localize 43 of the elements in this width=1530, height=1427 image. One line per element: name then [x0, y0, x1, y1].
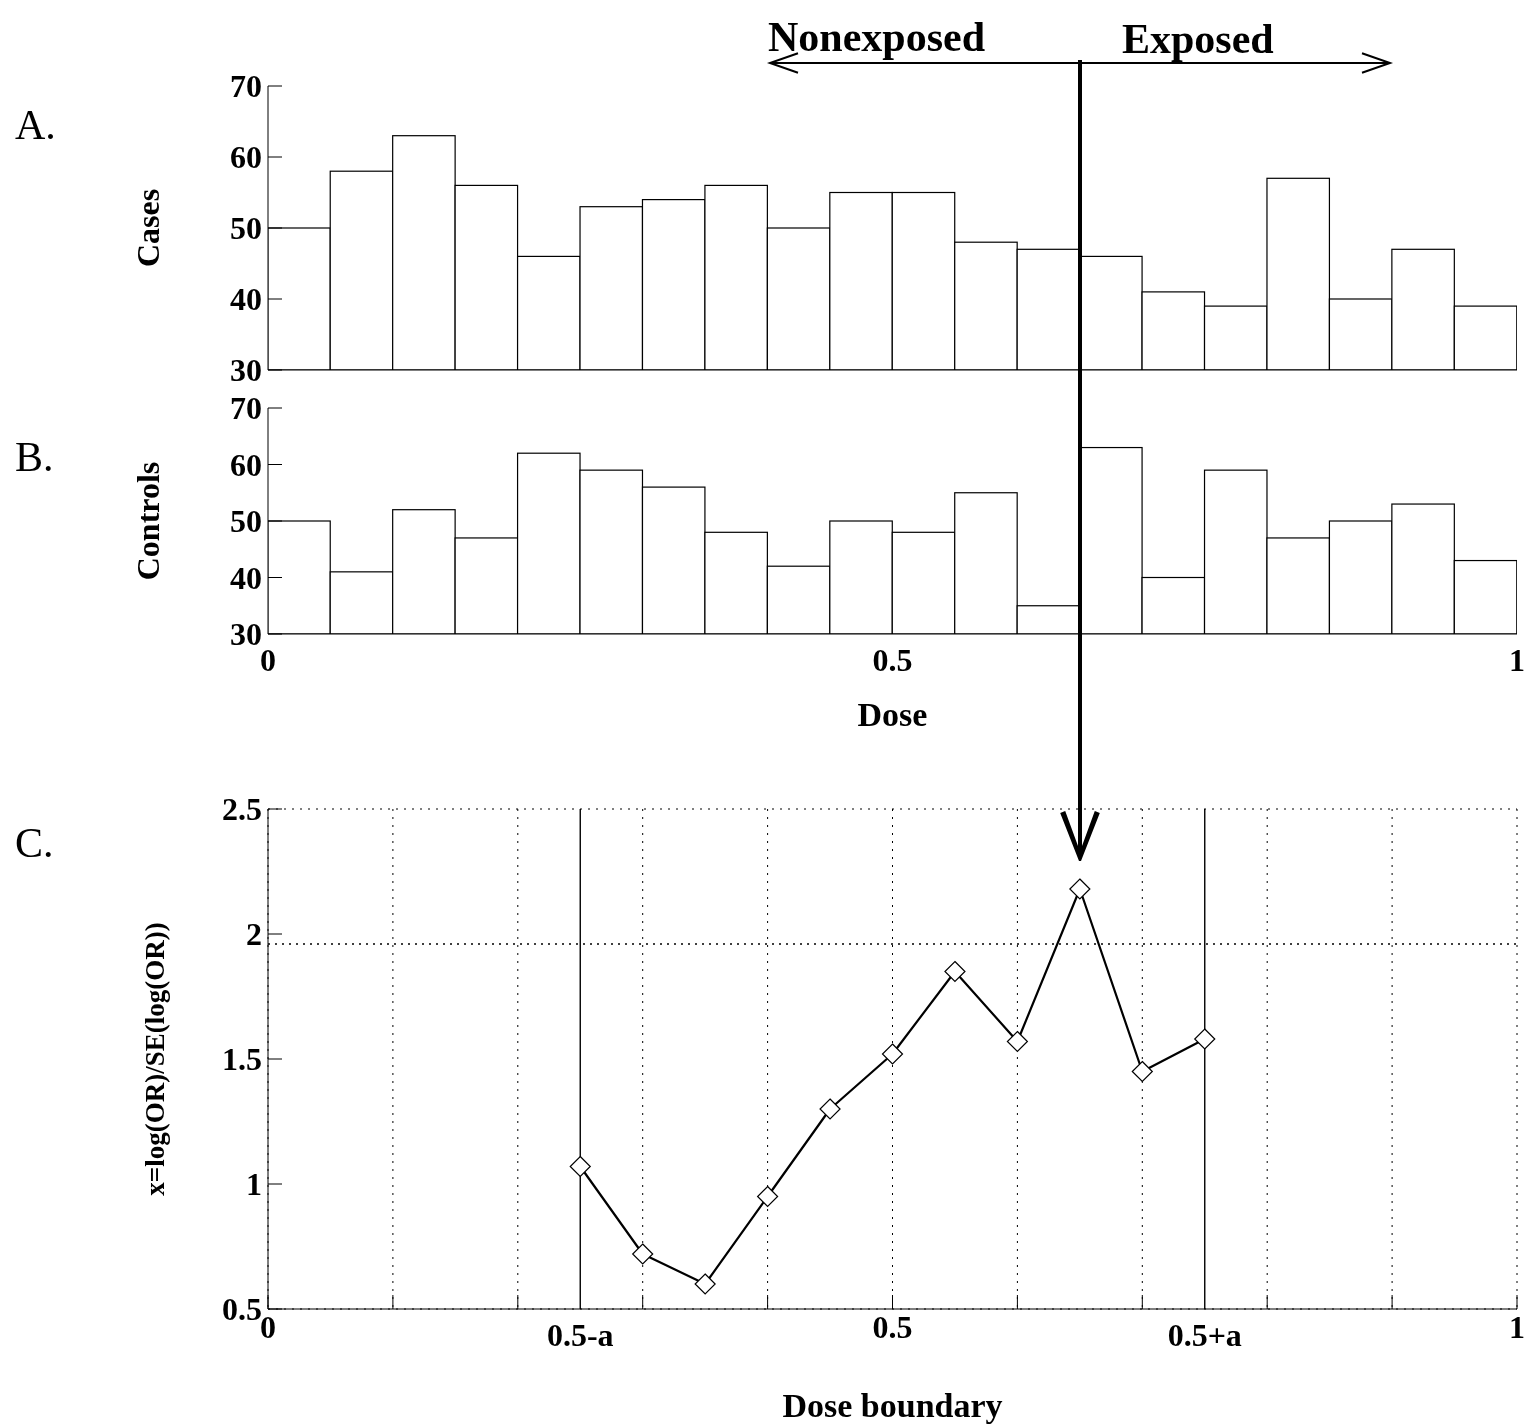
- point: [757, 1185, 779, 1208]
- x-tick-label: 1: [1509, 641, 1525, 678]
- y-tick-label: 2: [246, 916, 262, 953]
- y-tick-label: 1: [246, 1166, 262, 1203]
- y-tick-label: 60: [230, 446, 262, 483]
- point: [1006, 1030, 1028, 1053]
- point: [569, 1155, 591, 1178]
- y-tick-label: 30: [230, 616, 262, 653]
- ref-line-label: 0.5-a: [546, 1316, 614, 1353]
- point: [1131, 1060, 1153, 1083]
- point: [632, 1243, 654, 1265]
- point: [819, 1098, 841, 1120]
- y-tick-label: 40: [230, 281, 262, 318]
- point: [694, 1273, 716, 1295]
- point: [1194, 1028, 1216, 1050]
- y-axis-title: Cases: [130, 188, 166, 268]
- text: C.: [15, 819, 54, 868]
- y-tick-label: 50: [230, 503, 262, 540]
- text: Exposed: [1122, 15, 1274, 64]
- text: B.: [15, 433, 54, 482]
- y-tick-label: 60: [230, 139, 262, 176]
- text: A.: [15, 101, 56, 150]
- y-tick-label: 70: [230, 390, 262, 427]
- text: Nonexposed: [768, 13, 986, 62]
- y-axis-title: Controls: [130, 461, 166, 581]
- x-tick-label: 0: [260, 1308, 276, 1345]
- y-tick-label: 50: [230, 210, 262, 247]
- x-tick-label: 0: [260, 641, 276, 678]
- y-axis-title: x=log(OR)/SE(log(OR)): [139, 921, 171, 1198]
- x-tick-label: 0.5: [872, 1308, 913, 1345]
- x-tick-label: 1: [1509, 1308, 1525, 1345]
- point: [881, 1043, 904, 1065]
- ref-line-label: 0.5+a: [1167, 1316, 1242, 1353]
- y-tick-label: 40: [230, 559, 262, 596]
- x-axis-title: Dose: [857, 696, 928, 733]
- point: [1069, 878, 1091, 900]
- y-tick-label: 1.5: [222, 1041, 262, 1078]
- y-tick-label: 30: [230, 352, 262, 389]
- y-tick-label: 2.5: [222, 791, 262, 828]
- x-tick-label: 0.5: [872, 641, 913, 678]
- x-axis-title: Dose boundary: [782, 1387, 1003, 1424]
- point: [944, 960, 966, 983]
- y-tick-label: 70: [230, 68, 262, 105]
